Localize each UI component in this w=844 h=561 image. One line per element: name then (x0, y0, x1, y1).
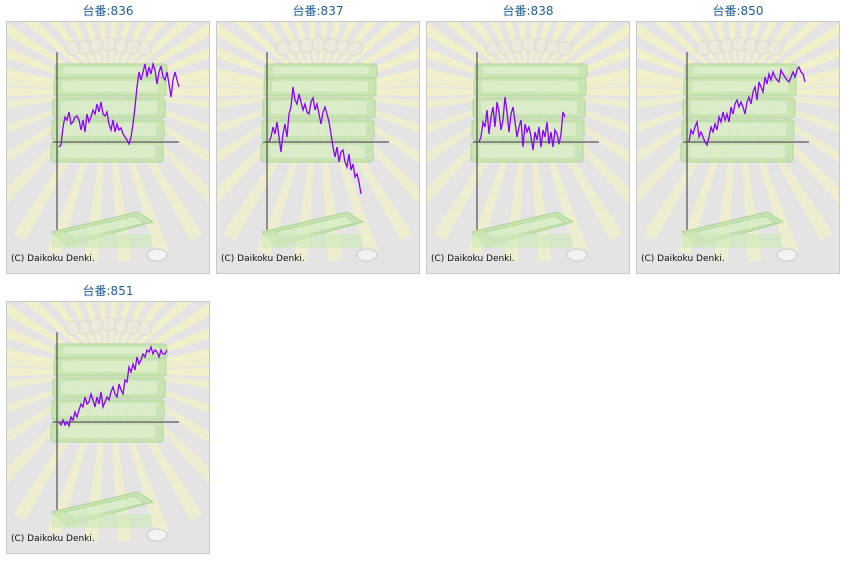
background-coin (146, 248, 168, 262)
background-ray (528, 47, 629, 92)
background-ray (470, 22, 528, 92)
background-ray (108, 22, 166, 92)
copyright-text: (C) Daikoku Denki. (641, 254, 725, 264)
chart-svg (7, 302, 209, 542)
chart-title: 台番:836 (82, 4, 134, 18)
background-ray (108, 302, 132, 372)
background-ray (318, 22, 328, 92)
background-tray (50, 211, 155, 248)
background-ray (50, 302, 108, 372)
background-box-stack (50, 36, 168, 163)
background-ray (108, 22, 132, 92)
background-ray (108, 22, 118, 92)
background-ray (728, 22, 738, 92)
chart-frame: (C) Daikoku Denki. (636, 21, 840, 274)
chart-svg (637, 22, 839, 262)
background-tray (260, 211, 365, 248)
background-ray (98, 302, 108, 372)
chart-frame: (C) Daikoku Denki. (426, 21, 630, 274)
background-coin (566, 248, 588, 262)
chart-panel: 台番:837 (C) Daikoku Denki. (216, 0, 420, 274)
background-ray (738, 47, 839, 92)
background-tray (680, 211, 785, 248)
background-ray (738, 22, 748, 92)
chart-frame: (C) Daikoku Denki. (216, 21, 420, 274)
chart-title: 台番:851 (82, 284, 134, 298)
background-ray (108, 302, 118, 372)
chart-title: 台番:837 (292, 4, 344, 18)
chart-panel: 台番:838 (C) Daikoku Denki. (426, 0, 630, 274)
background-ray (318, 47, 419, 92)
background-box-stack (470, 36, 588, 163)
chart-title: 台番:838 (502, 4, 554, 18)
chart-frame: (C) Daikoku Denki. (6, 301, 210, 554)
background-ray (84, 22, 108, 92)
chart-panel: 台番:850 (C) Daikoku Denki. (636, 0, 840, 274)
chart-panel: 台番:851 (C) Daikoku Denki. (6, 280, 210, 554)
series-line (58, 344, 168, 428)
background-ray (108, 302, 166, 372)
background-ray (318, 22, 376, 92)
background-ray (260, 22, 318, 92)
chart-svg (7, 22, 209, 262)
copyright-text: (C) Daikoku Denki. (11, 534, 95, 544)
background-ray (318, 22, 342, 92)
background-ray (98, 22, 108, 92)
background-tray (50, 491, 155, 528)
background-coin (356, 248, 378, 262)
series-line (268, 86, 362, 195)
background-coin (776, 248, 798, 262)
chart-title: 台番:850 (712, 4, 764, 18)
background-coin (146, 528, 168, 542)
background-box-stack (50, 316, 168, 443)
background-ray (294, 22, 318, 92)
copyright-text: (C) Daikoku Denki. (431, 254, 515, 264)
background-ray (308, 22, 318, 92)
background-ray (108, 47, 209, 92)
background-tray (470, 211, 575, 248)
copyright-text: (C) Daikoku Denki. (221, 254, 305, 264)
background-ray (50, 22, 108, 92)
copyright-text: (C) Daikoku Denki. (11, 254, 95, 264)
background-ray (518, 22, 528, 92)
series-line (58, 61, 180, 148)
background-ray (84, 302, 108, 372)
chart-svg (217, 22, 419, 262)
chart-panel: 台番:836 (C) Daikoku Denki. (6, 0, 210, 274)
chart-svg (427, 22, 629, 262)
series-line (688, 65, 806, 147)
background-ray (528, 22, 538, 92)
series-line (478, 96, 566, 151)
chart-frame: (C) Daikoku Denki. (6, 21, 210, 274)
